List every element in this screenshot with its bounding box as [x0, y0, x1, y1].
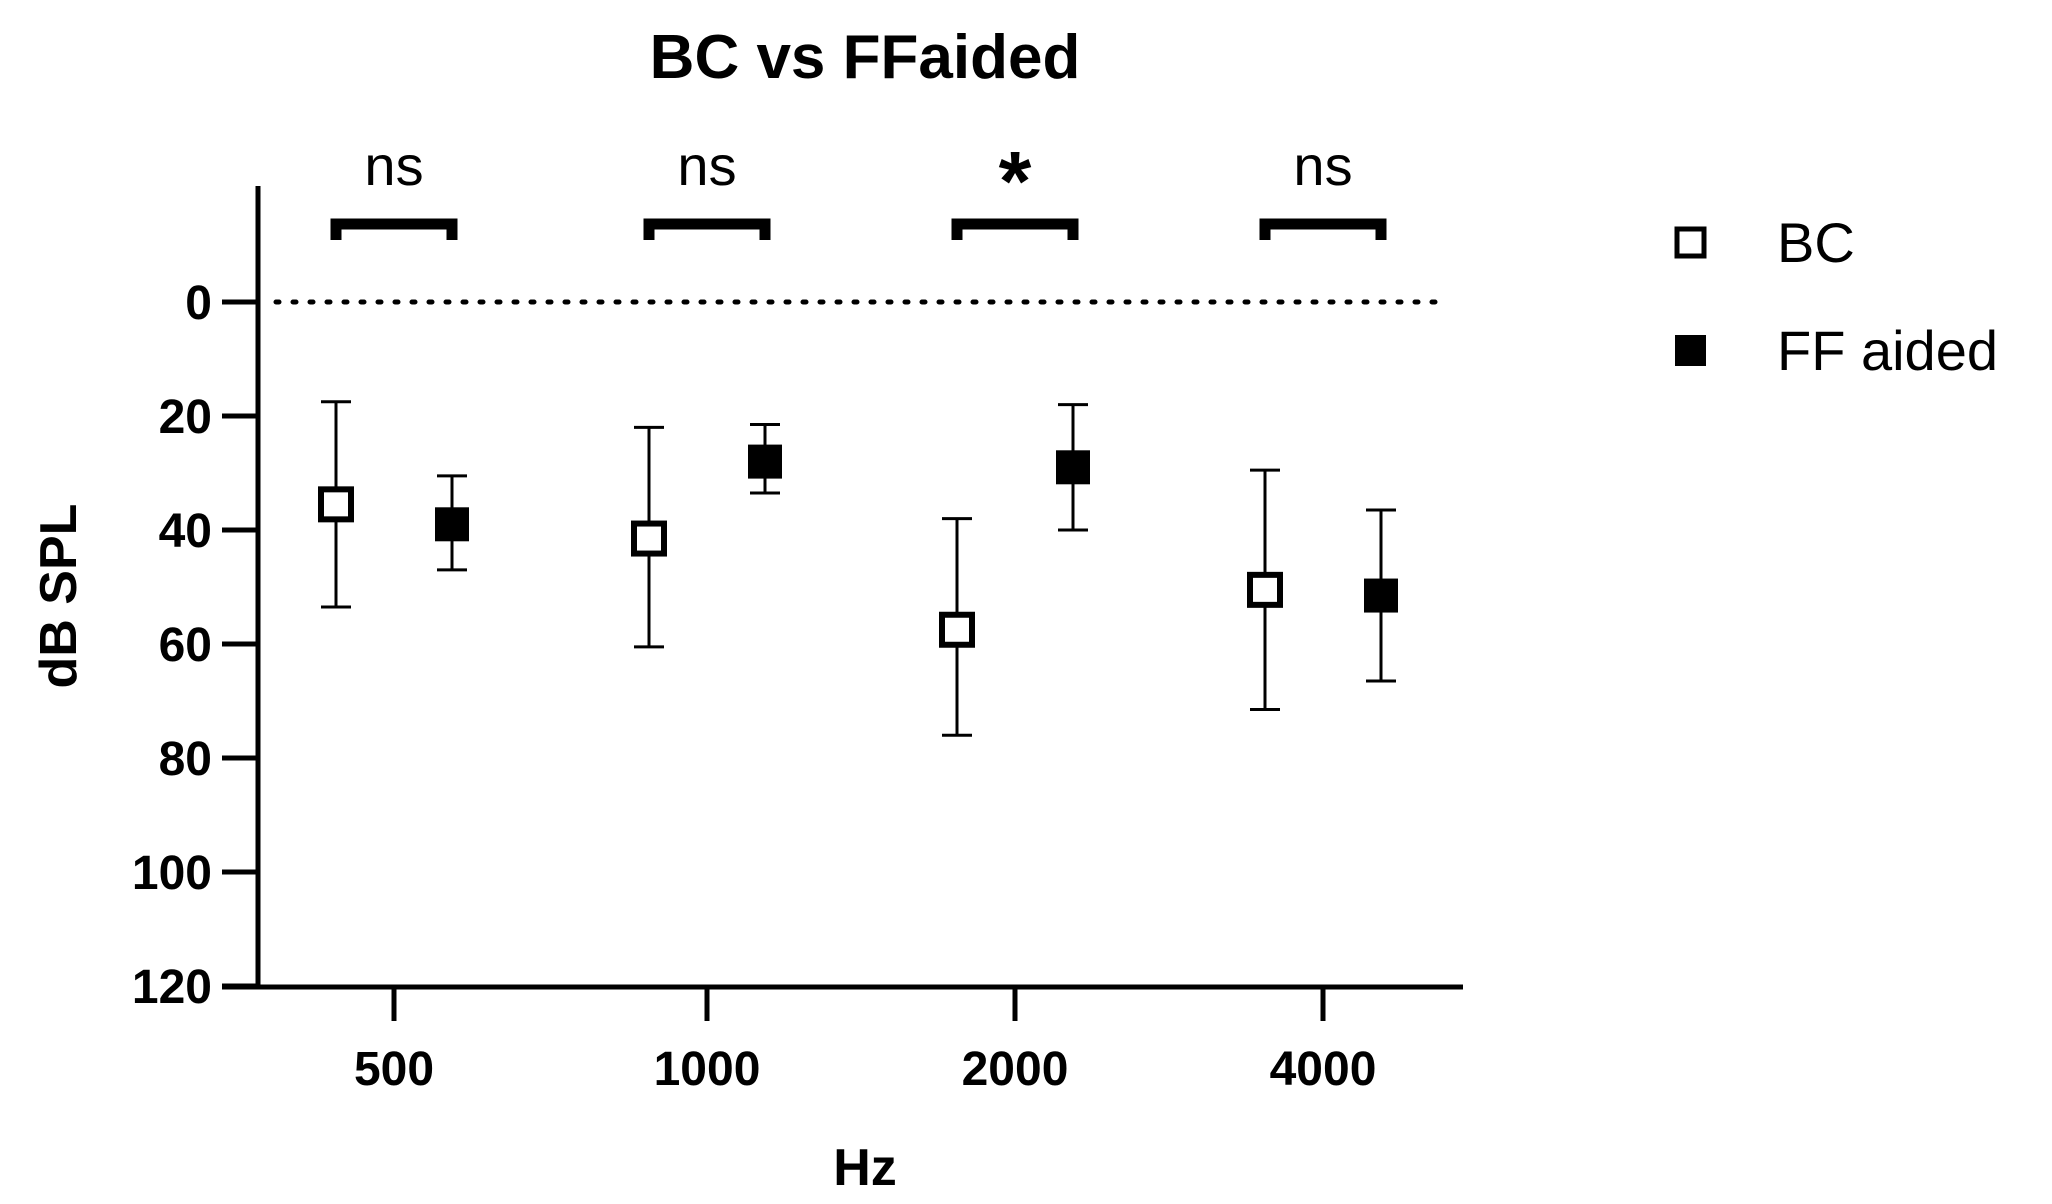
significance-bracket — [643, 218, 771, 240]
data-point-bc — [1247, 571, 1283, 608]
y-axis-label: dB SPL — [30, 504, 88, 689]
significance-label: * — [999, 134, 1032, 228]
x-axis-label: Hz — [833, 1139, 897, 1197]
data-point-ff-aided — [1364, 578, 1398, 613]
chart-title: BC vs FFaided — [650, 23, 1081, 92]
x-tick-label: 2000 — [962, 1043, 1069, 1096]
significance-label: ns — [677, 134, 736, 197]
series-bc — [318, 400, 1283, 737]
x-tick-label: 4000 — [1270, 1043, 1377, 1096]
x-tick-label: 500 — [354, 1043, 434, 1096]
significance-bracket — [951, 218, 1079, 240]
legend: BC FF aided — [1674, 211, 1998, 382]
y-tick-label: 0 — [185, 277, 212, 330]
data-point-bc — [939, 611, 975, 648]
legend-marker-bc — [1674, 226, 1707, 259]
data-point-bc — [318, 486, 354, 523]
data-point-ff-aided — [435, 507, 469, 542]
significance-annotations: ns ns * ns — [330, 134, 1387, 240]
legend-label-ff-aided: FF aided — [1777, 319, 1998, 382]
y-tick-label: 20 — [159, 391, 212, 444]
significance-label: ns — [1293, 134, 1352, 197]
significance-bracket — [1259, 218, 1387, 240]
data-point-ff-aided — [748, 444, 782, 479]
significance-bracket — [330, 218, 458, 240]
series-ff-aided — [435, 403, 1398, 683]
y-tick-label: 40 — [159, 505, 212, 558]
y-ticks: 0 20 40 60 80 100 120 — [132, 277, 258, 1014]
x-tick-label: 1000 — [654, 1043, 761, 1096]
y-tick-label: 100 — [132, 847, 212, 900]
data-point-bc — [631, 520, 667, 557]
legend-label-bc: BC — [1777, 211, 1855, 274]
y-tick-label: 60 — [159, 619, 212, 672]
data-point-ff-aided — [1056, 450, 1090, 485]
y-tick-label: 120 — [132, 961, 212, 1014]
x-ticks: 500 1000 2000 4000 — [354, 987, 1376, 1096]
legend-marker-ff-aided — [1675, 335, 1706, 366]
significance-label: ns — [364, 134, 423, 197]
y-tick-label: 80 — [159, 733, 212, 786]
